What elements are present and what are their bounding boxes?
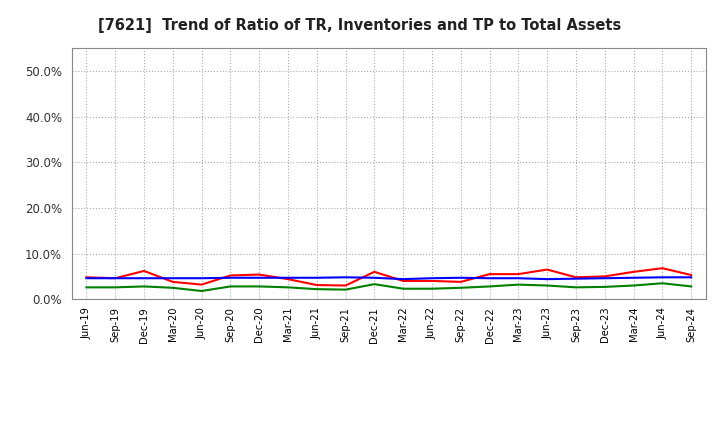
Trade Payables: [168, 285, 177, 290]
Trade Receivables: [428, 279, 436, 284]
Trade Receivables: [255, 272, 264, 277]
Inventories: [312, 275, 321, 280]
Trade Receivables: [82, 275, 91, 280]
Inventories: [370, 275, 379, 280]
Inventories: [111, 275, 120, 281]
Trade Receivables: [658, 266, 667, 271]
Trade Receivables: [543, 267, 552, 272]
Trade Payables: [572, 285, 580, 290]
Trade Payables: [658, 281, 667, 286]
Trade Receivables: [140, 268, 148, 274]
Inventories: [168, 275, 177, 281]
Trade Payables: [82, 285, 91, 290]
Trade Payables: [399, 286, 408, 291]
Trade Receivables: [284, 276, 292, 282]
Trade Receivables: [456, 279, 465, 285]
Trade Payables: [341, 287, 350, 292]
Trade Payables: [111, 285, 120, 290]
Trade Payables: [370, 282, 379, 287]
Trade Payables: [255, 284, 264, 289]
Trade Payables: [485, 284, 494, 289]
Trade Receivables: [370, 269, 379, 275]
Inventories: [572, 276, 580, 281]
Trade Receivables: [341, 283, 350, 288]
Trade Receivables: [687, 272, 696, 278]
Inventories: [284, 275, 292, 280]
Inventories: [658, 275, 667, 280]
Trade Receivables: [111, 275, 120, 281]
Trade Payables: [428, 286, 436, 291]
Trade Payables: [197, 288, 206, 293]
Inventories: [399, 276, 408, 282]
Text: [7621]  Trend of Ratio of TR, Inventories and TP to Total Assets: [7621] Trend of Ratio of TR, Inventories…: [99, 18, 621, 33]
Trade Payables: [456, 285, 465, 290]
Trade Payables: [687, 284, 696, 289]
Trade Receivables: [226, 273, 235, 278]
Legend: Trade Receivables, Inventories, Trade Payables: Trade Receivables, Inventories, Trade Pa…: [183, 436, 595, 440]
Trade Receivables: [197, 282, 206, 287]
Inventories: [255, 275, 264, 280]
Trade Payables: [629, 283, 638, 288]
Inventories: [687, 275, 696, 280]
Inventories: [428, 275, 436, 281]
Inventories: [82, 275, 91, 281]
Inventories: [514, 275, 523, 281]
Inventories: [226, 275, 235, 280]
Trade Receivables: [600, 274, 609, 279]
Inventories: [456, 275, 465, 280]
Inventories: [140, 275, 148, 281]
Line: Inventories: Inventories: [86, 277, 691, 279]
Trade Payables: [543, 283, 552, 288]
Inventories: [629, 275, 638, 280]
Trade Receivables: [514, 271, 523, 277]
Inventories: [197, 275, 206, 281]
Trade Payables: [312, 286, 321, 292]
Line: Trade Receivables: Trade Receivables: [86, 268, 691, 286]
Inventories: [543, 276, 552, 282]
Trade Payables: [226, 284, 235, 289]
Trade Receivables: [572, 275, 580, 280]
Trade Payables: [140, 284, 148, 289]
Inventories: [341, 275, 350, 280]
Inventories: [485, 275, 494, 281]
Line: Trade Payables: Trade Payables: [86, 283, 691, 291]
Trade Receivables: [168, 279, 177, 285]
Trade Payables: [514, 282, 523, 287]
Trade Receivables: [629, 269, 638, 275]
Trade Receivables: [485, 271, 494, 277]
Trade Payables: [284, 285, 292, 290]
Trade Payables: [600, 284, 609, 290]
Inventories: [600, 275, 609, 281]
Trade Receivables: [312, 282, 321, 288]
Trade Receivables: [399, 279, 408, 284]
